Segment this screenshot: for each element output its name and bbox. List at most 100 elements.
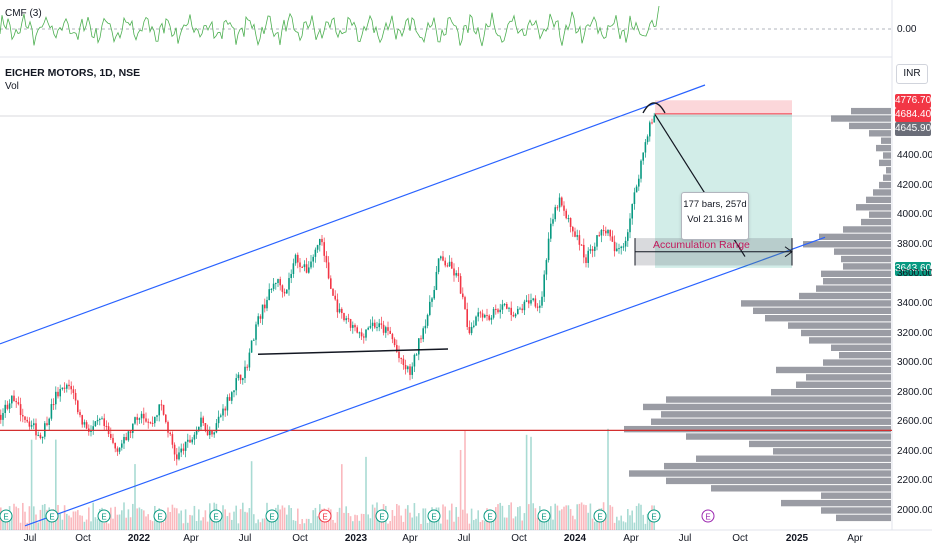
volume-bar	[206, 521, 209, 530]
volume-bar	[151, 521, 154, 530]
candle-body	[600, 230, 603, 236]
volume-bar	[503, 517, 506, 530]
volume-bar	[358, 520, 361, 530]
volume-profile-row	[629, 470, 891, 477]
x-tick-label: Apr	[847, 533, 863, 544]
candle-body	[512, 314, 515, 317]
candle-body	[349, 319, 352, 328]
candle-body	[270, 288, 273, 290]
volume-bar	[233, 511, 235, 530]
candle-body	[182, 448, 185, 451]
volume-bar	[92, 502, 94, 530]
volume-bar	[88, 507, 90, 530]
volume-bar	[543, 516, 545, 530]
volume-bar	[310, 523, 312, 530]
volume-bar	[70, 517, 72, 530]
earnings-marker-label: E	[157, 513, 162, 522]
volume-bar	[325, 521, 328, 530]
candle-body	[492, 308, 495, 318]
candle-body	[206, 430, 209, 436]
candle-body	[48, 418, 50, 425]
volume-profile-row	[696, 455, 891, 462]
volume-bar	[187, 522, 189, 530]
candle-body	[354, 325, 356, 328]
candle-body	[268, 289, 270, 301]
candle-body	[259, 316, 262, 319]
candle-body	[646, 136, 649, 143]
volume-bar	[55, 439, 57, 530]
cmf-series-line	[0, 5, 660, 47]
candle-body	[217, 416, 220, 424]
candle-body	[558, 197, 561, 208]
volume-bar	[440, 523, 442, 530]
volume-bar	[107, 523, 110, 530]
candle-body	[50, 404, 53, 419]
candle-body	[552, 219, 554, 224]
volume-bar	[363, 514, 365, 530]
candle-body	[609, 230, 611, 237]
candle-body	[459, 276, 462, 294]
candle-body	[503, 303, 506, 305]
volume-bar	[332, 519, 334, 530]
x-tick-label: 2023	[344, 533, 368, 544]
volume-bar	[420, 523, 422, 530]
candle-body	[620, 246, 622, 249]
volume-bar	[547, 519, 550, 530]
volume-bar	[631, 510, 633, 530]
candle-body	[365, 329, 367, 338]
candle-body	[134, 417, 136, 424]
volume-bar	[365, 456, 367, 530]
candle-body	[193, 434, 196, 440]
candle-body	[413, 354, 416, 367]
y-tick-label: 4000.00	[897, 209, 932, 221]
candle-body	[123, 436, 125, 444]
y-tick-label: 3600.00	[897, 268, 932, 280]
candle-body	[149, 422, 152, 424]
volume-bar	[167, 507, 169, 530]
volume-bar	[565, 505, 567, 530]
earnings-marker-label: E	[101, 513, 106, 522]
candle-body	[77, 400, 79, 413]
candle-body	[255, 324, 257, 340]
volume-bar	[195, 521, 198, 530]
volume-profile-row	[834, 248, 891, 255]
candle-body	[211, 431, 213, 435]
candle-body	[198, 426, 200, 431]
candle-body	[464, 297, 466, 310]
volume-bar	[613, 522, 616, 530]
candle-body	[332, 288, 334, 296]
volume-profile-row	[666, 477, 891, 485]
candle-body	[202, 417, 204, 424]
earnings-marker-label: E	[3, 513, 8, 522]
volume-bar	[129, 517, 132, 530]
candle-body	[200, 417, 202, 427]
candle-body	[83, 422, 86, 425]
volume-bar	[338, 507, 341, 530]
volume-bar	[585, 505, 587, 530]
volume-bar	[336, 512, 339, 530]
candle-body	[68, 384, 70, 387]
price-box-stop: 4776.70	[895, 94, 932, 108]
volume-bar	[356, 515, 358, 530]
volume-profile-row	[836, 514, 891, 522]
currency-button[interactable]: INR	[896, 64, 928, 84]
candle-body	[468, 326, 471, 334]
candle-body	[437, 258, 440, 272]
volume-bar	[136, 508, 138, 530]
candle-body	[15, 401, 17, 403]
y-tick-label: 2000.00	[897, 505, 932, 516]
volume-profile-row	[796, 381, 891, 388]
earnings-marker	[375, 509, 389, 523]
volume-bar	[294, 520, 297, 530]
volume-bar	[354, 514, 356, 530]
candle-body	[596, 235, 598, 247]
volume-bar	[224, 509, 226, 530]
volume-profile-row	[741, 300, 891, 307]
volume-profile-row	[624, 425, 891, 433]
volume-bar	[79, 515, 81, 530]
volume-bar	[345, 506, 347, 530]
candle-body	[92, 426, 94, 431]
candle-body	[143, 413, 145, 419]
candle-body	[61, 387, 64, 390]
